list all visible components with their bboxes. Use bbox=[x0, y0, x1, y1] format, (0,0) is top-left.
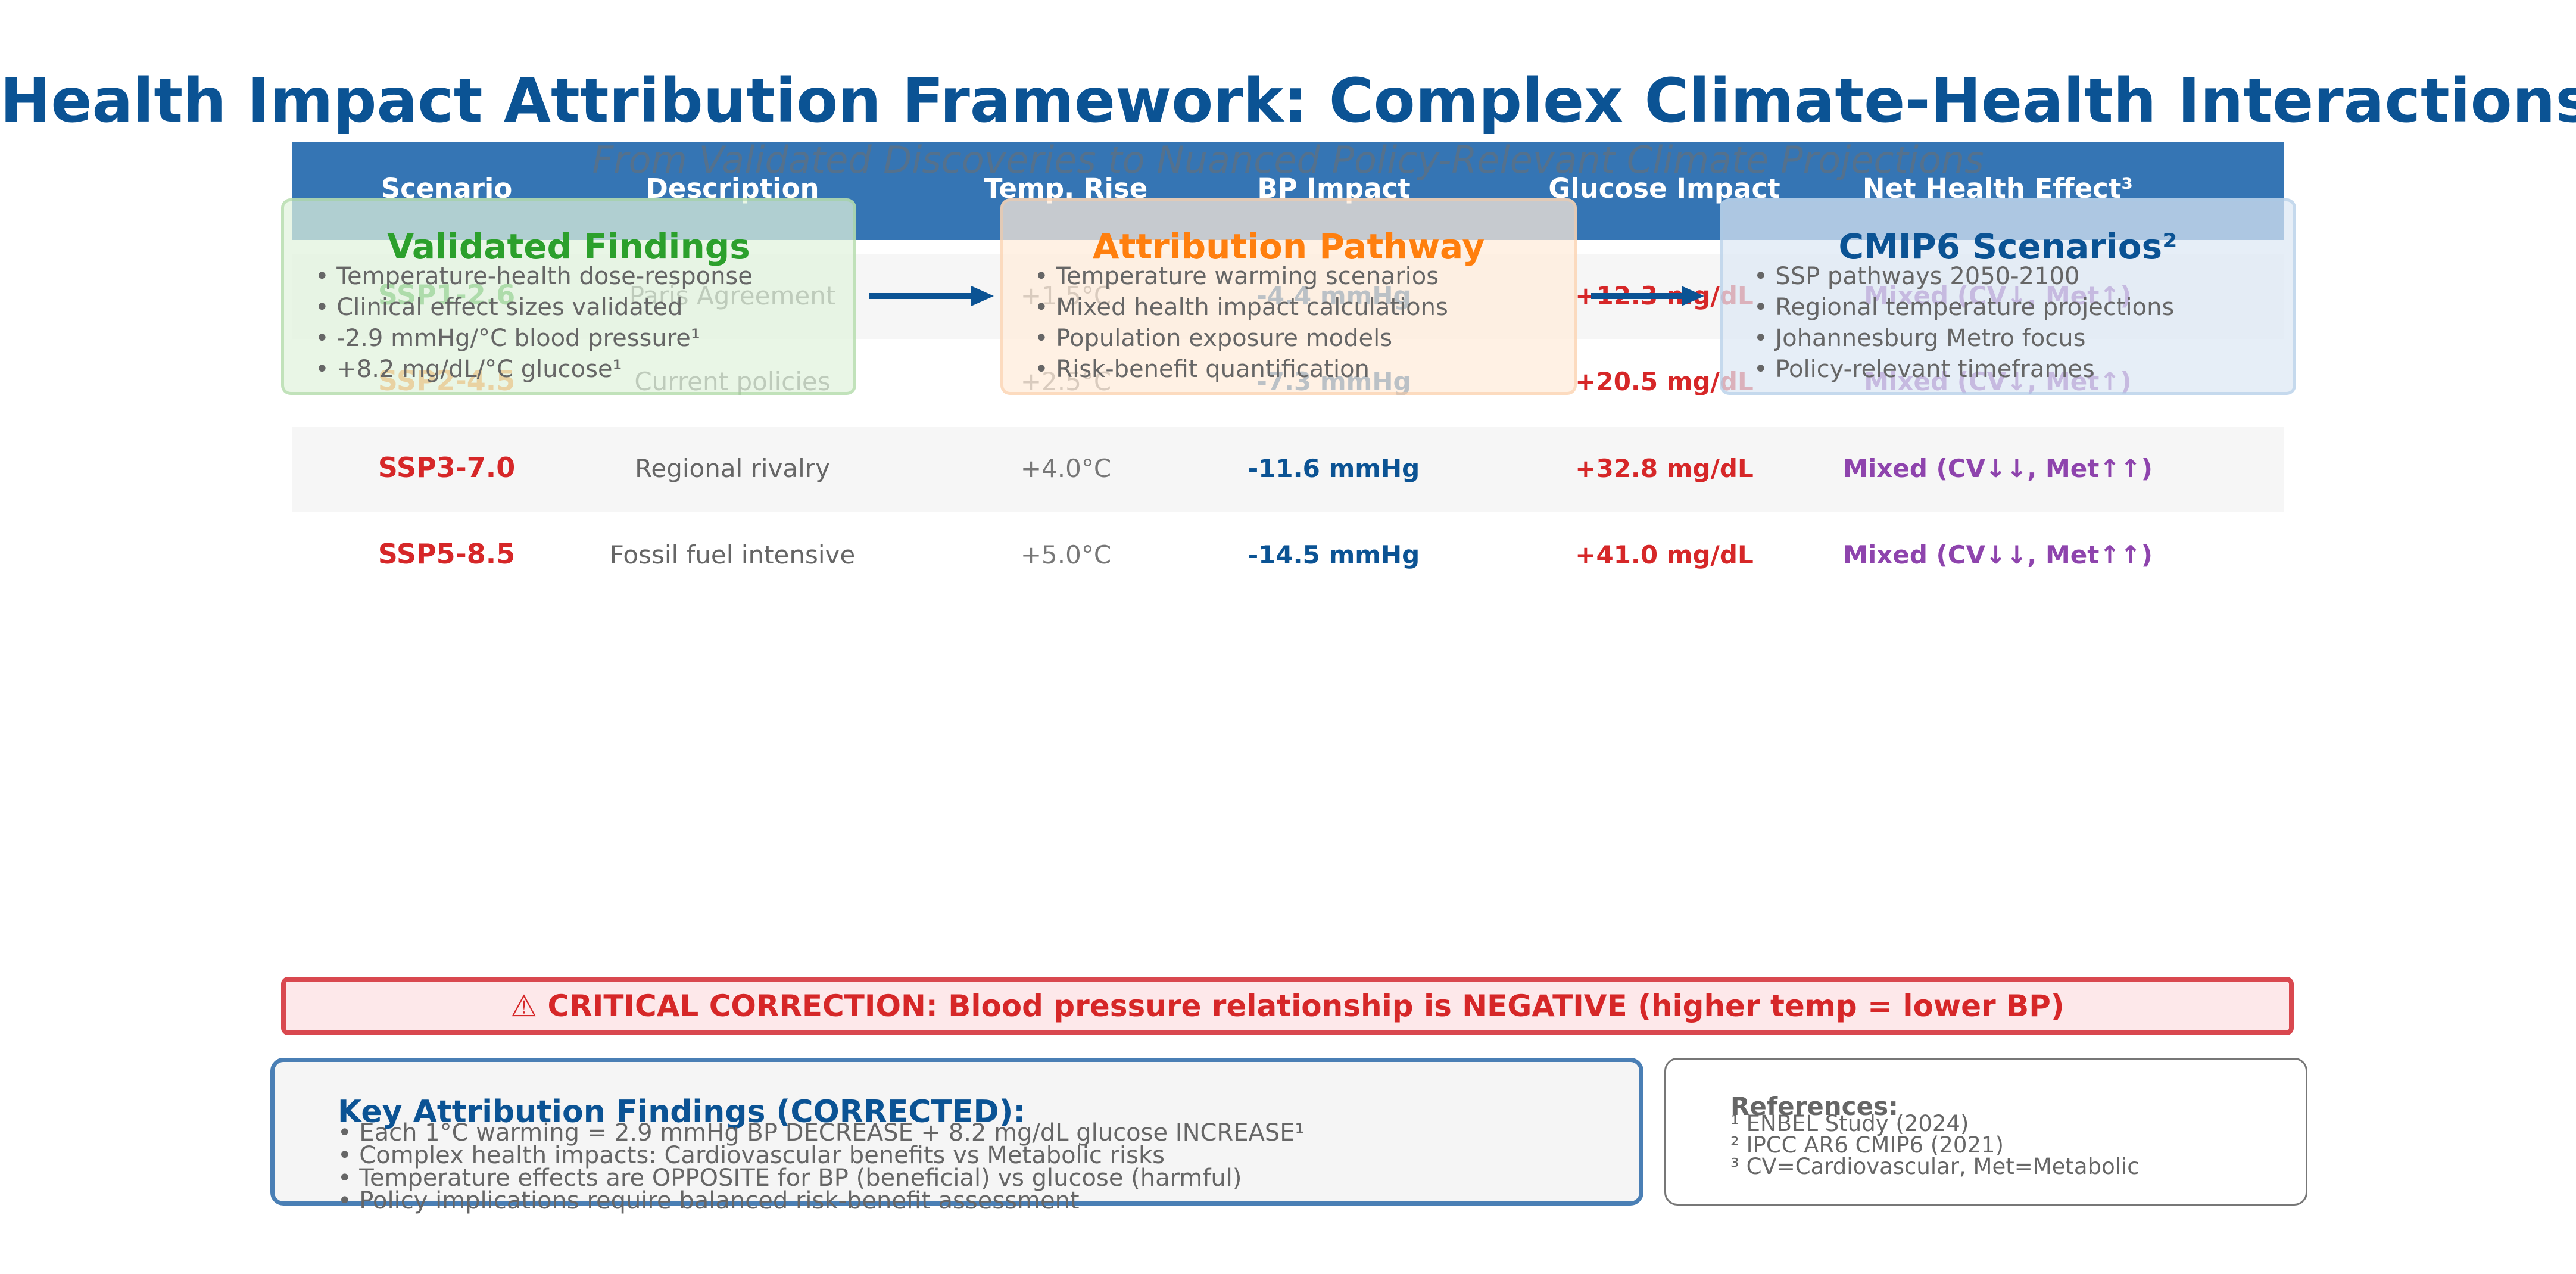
description-cell: Fossil fuel intensive bbox=[584, 540, 881, 569]
references-box: References: ¹ ENBEL Study (2024) ² IPCC … bbox=[1664, 1058, 2307, 1206]
list-item: • Regional temperature projections bbox=[1754, 292, 2174, 323]
list-item: ¹ ENBEL Study (2024) bbox=[1730, 1113, 2140, 1135]
description-cell: Regional rivalry bbox=[584, 454, 881, 483]
cmip6-scenarios-list: • SSP pathways 2050-2100 • Regional temp… bbox=[1754, 261, 2174, 385]
validated-findings-box: Validated Findings • Temperature-health … bbox=[281, 198, 856, 395]
list-item: • Temperature warming scenarios bbox=[1034, 261, 1448, 292]
list-item: • Mixed health impact calculations bbox=[1034, 292, 1448, 323]
list-item: • +8.2 mg/dL/°C glucose¹ bbox=[315, 354, 753, 385]
list-item: • Temperature-health dose-response bbox=[315, 261, 753, 292]
list-item: • Risk-benefit quantification bbox=[1034, 354, 1448, 385]
list-item: • Policy-relevant timeframes bbox=[1754, 354, 2174, 385]
list-item: • -2.9 mmHg/°C blood pressure¹ bbox=[315, 323, 753, 354]
net-effect-cell: Mixed (CV↓↓, Met↑↑) bbox=[1822, 454, 2173, 483]
page-subtitle: From Validated Discoveries to Nuanced Po… bbox=[0, 138, 2576, 182]
key-findings-box: Key Attribution Findings (CORRECTED): • … bbox=[270, 1058, 1643, 1206]
list-item: • Each 1°C warming = 2.9 mmHg BP DECREAS… bbox=[338, 1122, 1305, 1144]
list-item: ³ CV=Cardiovascular, Met=Metabolic bbox=[1730, 1156, 2140, 1178]
glucose-cell: +32.8 mg/dL bbox=[1518, 454, 1810, 483]
list-item: • Complex health impacts: Cardiovascular… bbox=[338, 1144, 1305, 1167]
list-item: ² IPCC AR6 CMIP6 (2021) bbox=[1730, 1135, 2140, 1156]
bp-cell: -14.5 mmHg bbox=[1209, 540, 1459, 569]
list-item: • Temperature effects are OPPOSITE for B… bbox=[338, 1167, 1305, 1189]
net-effect-cell: Mixed (CV↓↓, Met↑↑) bbox=[1822, 540, 2173, 569]
glucose-cell: +41.0 mg/dL bbox=[1518, 540, 1810, 569]
key-findings-list: • Each 1°C warming = 2.9 mmHg BP DECREAS… bbox=[338, 1122, 1305, 1212]
references-list: ¹ ENBEL Study (2024) ² IPCC AR6 CMIP6 (2… bbox=[1730, 1113, 2140, 1178]
attribution-pathway-box: Attribution Pathway • Temperature warmin… bbox=[1000, 198, 1577, 395]
scenario-cell: SSP5-8.5 bbox=[322, 538, 572, 570]
cmip6-scenarios-box: CMIP6 Scenarios² • SSP pathways 2050-210… bbox=[1720, 198, 2296, 395]
list-item: • Clinical effect sizes validated bbox=[315, 292, 753, 323]
list-item: • Policy implications require balanced r… bbox=[338, 1189, 1305, 1212]
list-item: • Johannesburg Metro focus bbox=[1754, 323, 2174, 354]
arrow-right-icon bbox=[866, 280, 997, 312]
bp-cell: -11.6 mmHg bbox=[1209, 454, 1459, 483]
arrow-right-icon bbox=[1589, 280, 1708, 312]
critical-correction-banner: ⚠ CRITICAL CORRECTION: Blood pressure re… bbox=[281, 977, 2294, 1035]
scenario-cell: SSP3-7.0 bbox=[322, 451, 572, 484]
list-item: • Population exposure models bbox=[1034, 323, 1448, 354]
temp-cell: +4.0°C bbox=[953, 454, 1179, 483]
validated-findings-list: • Temperature-health dose-response • Cli… bbox=[315, 261, 753, 385]
attribution-pathway-list: • Temperature warming scenarios • Mixed … bbox=[1034, 261, 1448, 385]
temp-cell: +5.0°C bbox=[953, 540, 1179, 569]
list-item: • SSP pathways 2050-2100 bbox=[1754, 261, 2174, 292]
page-title: Health Impact Attribution Framework: Com… bbox=[0, 66, 2576, 136]
